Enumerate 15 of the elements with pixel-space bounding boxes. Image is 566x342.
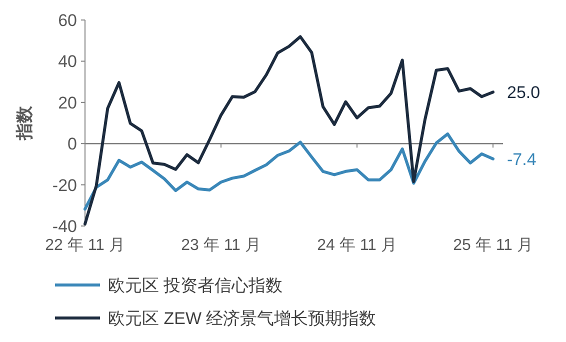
y-tick-label: 20 (58, 93, 77, 112)
x-tick-label: 22 年 11 月 (45, 237, 125, 254)
legend-label: 欧元区 投资者信心指数 (108, 276, 283, 295)
y-tick-label: -40 (52, 217, 77, 236)
y-tick-label: -20 (52, 176, 77, 195)
x-tick-label: 24 年 11 月 (317, 237, 397, 254)
y-axis-title: 指数 (15, 105, 34, 141)
legend-label: 欧元区 ZEW 经济景气增长预期指数 (108, 309, 376, 328)
y-tick-label: 40 (58, 52, 77, 72)
x-tick-label: 23 年 11 月 (181, 237, 261, 254)
y-tick-label: 60 (58, 11, 77, 30)
annotation: -7.4 (507, 150, 536, 169)
annotation: 25.0 (507, 83, 540, 102)
y-tick-label: 0 (68, 134, 77, 154)
x-tick-label: 25 年 11 月 (453, 237, 533, 254)
